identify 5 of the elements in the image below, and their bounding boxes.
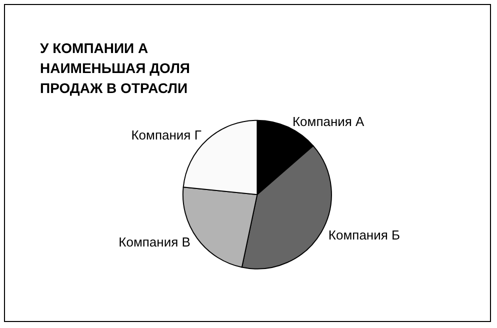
slice-label: Компания Г xyxy=(131,128,202,143)
slice-label: Компания А xyxy=(292,114,365,130)
chart-title: У КОМПАНИИ А НАИМЕНЬШАЯ ДОЛЯ ПРОДАЖ В ОТРАСЛИ xyxy=(40,40,194,96)
slice-label: Компания В xyxy=(118,234,190,250)
slice-label: Компания Б xyxy=(328,228,400,243)
